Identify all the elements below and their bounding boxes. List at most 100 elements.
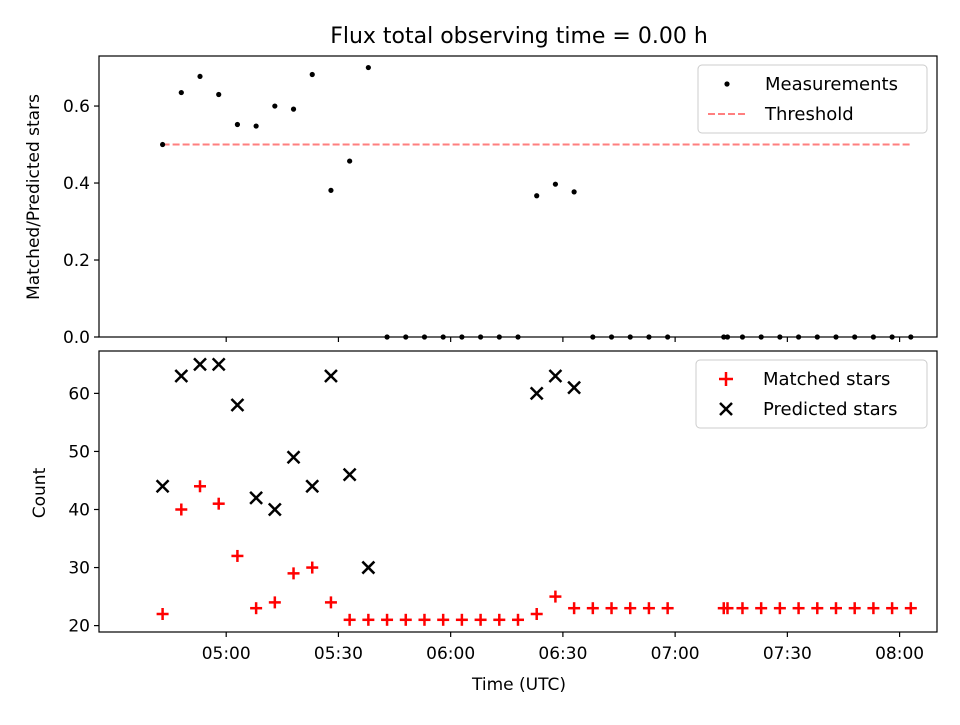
predicted-star-point bbox=[286, 450, 301, 465]
predicted-star-point bbox=[529, 386, 544, 401]
measurement-point bbox=[571, 189, 577, 195]
top-axes-frame bbox=[98, 55, 938, 338]
legend-measurements-marker bbox=[724, 81, 730, 87]
matched-star-point bbox=[530, 608, 543, 621]
x-axis-label: Time (UTC) bbox=[471, 675, 566, 695]
measurement-point bbox=[234, 121, 241, 128]
measurement-point bbox=[159, 141, 166, 148]
measurement-point bbox=[253, 123, 259, 129]
predicted-star-point-b bbox=[174, 369, 189, 383]
legend-matched-label: Matched stars bbox=[763, 369, 890, 390]
top-legend: Measurements Threshold bbox=[697, 64, 928, 134]
matched-star-point bbox=[287, 567, 300, 580]
measurement-point bbox=[347, 158, 353, 164]
legend-matched-marker bbox=[719, 372, 733, 386]
bottom-xtick-label: 06:30 bbox=[538, 644, 587, 664]
top-panel: Flux total observing time = 0.00 h Match… bbox=[24, 24, 938, 348]
predicted-star-point bbox=[548, 369, 563, 383]
bottom-xtick-label: 05:00 bbox=[202, 644, 251, 664]
predicted-star-point-b bbox=[548, 369, 563, 383]
matched-star-point bbox=[399, 613, 412, 626]
predicted-star-point bbox=[230, 398, 245, 412]
predicted-star-point-b bbox=[361, 560, 376, 575]
measurement-point bbox=[328, 187, 334, 193]
matched-star-point bbox=[792, 602, 805, 615]
matched-star-point bbox=[586, 602, 599, 615]
predicted-star-point bbox=[174, 369, 189, 383]
matched-star-point bbox=[250, 602, 263, 615]
top-ytick-label: 0.2 bbox=[63, 251, 90, 271]
bottom-ytick-label: 60 bbox=[68, 384, 90, 404]
predicted-star-point-b bbox=[286, 450, 301, 465]
bottom-legend-box bbox=[695, 359, 928, 429]
top-ytick-label: 0.6 bbox=[63, 97, 90, 117]
predicted-star-point-b bbox=[567, 380, 581, 395]
matched-star-point bbox=[549, 590, 562, 603]
matched-star-point bbox=[736, 602, 749, 615]
matched-star-point bbox=[437, 613, 450, 626]
predicted-star-point-b bbox=[267, 502, 282, 517]
predicted-star-point-b bbox=[249, 491, 264, 505]
matched-star-point bbox=[867, 602, 880, 615]
measurement-point bbox=[216, 91, 222, 98]
bottom-ytick-label: 40 bbox=[68, 500, 90, 520]
matched-star-point bbox=[343, 613, 356, 626]
matched-star-point bbox=[661, 602, 674, 615]
legend-predicted-label: Predicted stars bbox=[763, 399, 897, 420]
bottom-axes-frame bbox=[98, 350, 938, 633]
matched-star-point bbox=[605, 602, 618, 615]
matched-star-point bbox=[324, 596, 337, 609]
matched-star-point bbox=[381, 613, 394, 626]
matched-star-point bbox=[755, 602, 768, 615]
matched-star-point bbox=[455, 613, 468, 626]
bottom-ytick-label: 30 bbox=[68, 559, 90, 579]
legend-predicted-marker bbox=[719, 402, 733, 416]
predicted-star-point bbox=[155, 479, 170, 494]
measurement-point bbox=[309, 71, 315, 78]
matched-star-point bbox=[194, 480, 207, 493]
legend-measurements-label: Measurements bbox=[765, 74, 898, 95]
matched-star-point bbox=[362, 613, 375, 626]
matched-star-point bbox=[721, 602, 734, 615]
measurement-point bbox=[178, 89, 184, 96]
bottom-xtick-label: 08:00 bbox=[875, 644, 924, 664]
bottom-xtick-label: 05:30 bbox=[314, 644, 363, 664]
predicted-star-point bbox=[193, 357, 207, 372]
predicted-star-point-b bbox=[342, 467, 357, 482]
measurement-point bbox=[290, 106, 297, 112]
bottom-legend: Matched stars Predicted stars bbox=[695, 359, 928, 429]
bottom-xtick-label: 07:30 bbox=[763, 644, 812, 664]
matched-star-point bbox=[268, 596, 281, 609]
matched-star-point bbox=[886, 602, 899, 615]
matched-star-point bbox=[642, 602, 655, 615]
measurement-point bbox=[365, 64, 371, 71]
predicted-star-point bbox=[249, 491, 264, 505]
predicted-star-point bbox=[324, 369, 338, 383]
top-ytick-label: 0.4 bbox=[63, 174, 90, 194]
matched-star-point bbox=[212, 497, 225, 510]
matched-star-point bbox=[474, 613, 487, 626]
predicted-star-point bbox=[342, 467, 357, 482]
legend-threshold-label: Threshold bbox=[764, 104, 854, 125]
measurement-point bbox=[534, 193, 540, 199]
matched-star-point bbox=[848, 602, 861, 615]
bottom-panel: Count Time (UTC) 20 30 40 50 60 05:00 05:30 06… bbox=[30, 350, 938, 695]
bottom-x-ticks: 05:00 05:30 06:00 06:30 07:00 07:30 08:00 bbox=[202, 632, 924, 664]
predicted-star-point-b bbox=[305, 479, 320, 494]
predicted-star-point bbox=[361, 560, 376, 575]
bottom-y-ticks: 20 30 40 50 60 bbox=[68, 384, 99, 637]
measurement-point bbox=[552, 181, 559, 187]
predicted-star-point bbox=[211, 357, 226, 372]
measurement-point bbox=[197, 73, 203, 80]
predicted-star-point-b bbox=[529, 386, 544, 401]
top-x-ticks bbox=[225, 337, 901, 342]
predicted-star-point bbox=[267, 502, 282, 517]
matched-star-point bbox=[156, 608, 169, 621]
bottom-data-marks bbox=[155, 357, 917, 626]
bottom-ytick-label: 20 bbox=[68, 617, 90, 637]
bottom-xtick-label: 06:00 bbox=[426, 644, 475, 664]
bottom-ytick-label: 50 bbox=[68, 442, 90, 462]
predicted-star-point-b bbox=[155, 479, 170, 494]
